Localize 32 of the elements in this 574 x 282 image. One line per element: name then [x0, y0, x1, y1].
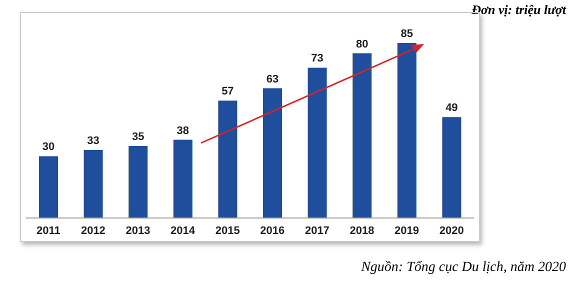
- data-label: 73: [311, 52, 324, 65]
- x-tick-label: 2018: [350, 224, 374, 237]
- bar: [263, 88, 282, 218]
- data-label: 30: [42, 141, 55, 154]
- bar: [39, 156, 58, 218]
- data-label: 57: [222, 86, 234, 98]
- bar: [442, 117, 462, 218]
- data-label: 35: [132, 130, 144, 143]
- data-label: 80: [356, 38, 368, 50]
- bar: [173, 140, 192, 218]
- x-tick-label: 2013: [126, 224, 150, 237]
- x-tick-label: 2016: [260, 224, 285, 237]
- data-label: 38: [176, 124, 190, 137]
- bar: [84, 150, 103, 218]
- bar: [308, 68, 327, 218]
- x-tick-label: 2014: [170, 224, 196, 237]
- data-label: 33: [87, 135, 100, 148]
- x-tick-label: 2020: [439, 224, 464, 237]
- data-label: 85: [400, 28, 414, 40]
- x-tick-label: 2017: [304, 224, 330, 237]
- bar: [218, 100, 238, 218]
- bar: [397, 43, 416, 218]
- data-label: 49: [446, 102, 458, 114]
- bar: [128, 146, 148, 218]
- x-tick-label: 2011: [36, 224, 60, 237]
- x-tick-label: 2012: [80, 224, 106, 237]
- text: Nguồn: Tổng cục Du lịch, năm 2020: [361, 260, 566, 276]
- text: Đơn vị: triệu lượt: [472, 2, 566, 18]
- x-tick-label: 2015: [215, 224, 240, 237]
- data-label: 63: [266, 73, 279, 86]
- x-tick-label: 2019: [394, 224, 420, 237]
- bar: [352, 53, 372, 218]
